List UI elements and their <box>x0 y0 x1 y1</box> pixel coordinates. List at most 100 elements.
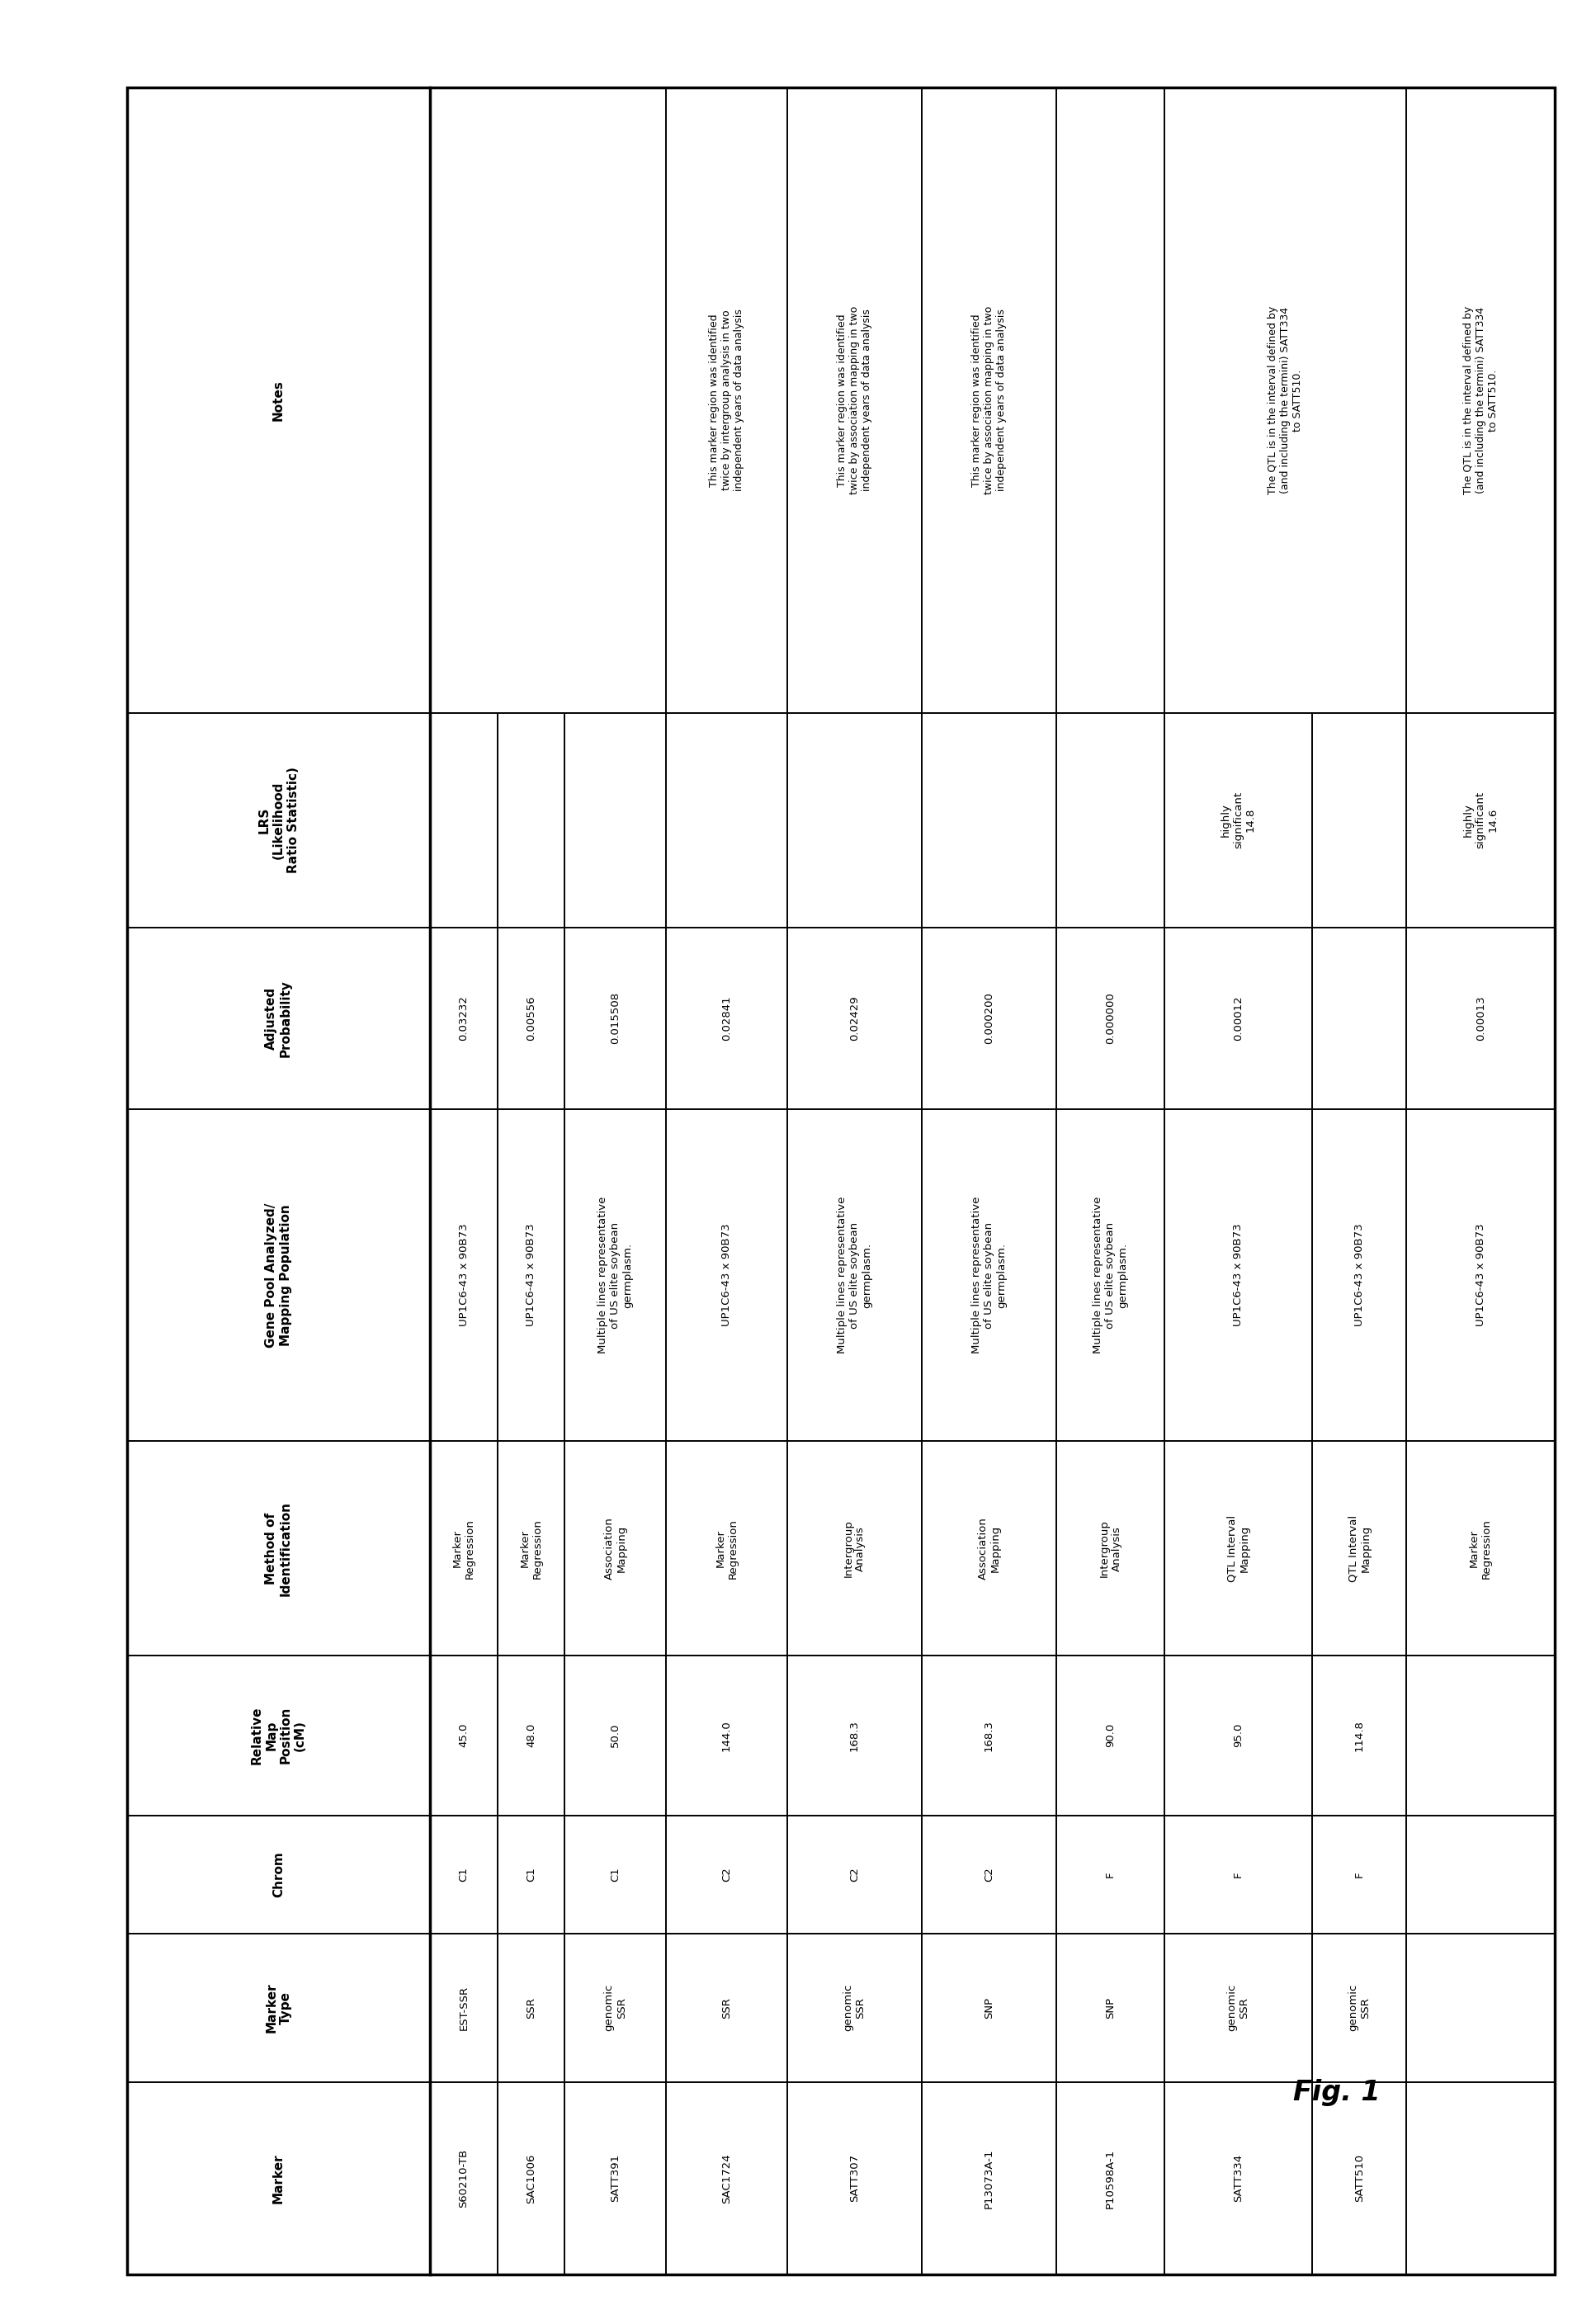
Text: SATT334: SATT334 <box>1232 2154 1243 2203</box>
Text: QTL Interval
Mapping: QTL Interval Mapping <box>1227 1515 1250 1583</box>
Bar <box>431 1815 498 1934</box>
Bar <box>922 88 1057 713</box>
Text: 168.3: 168.3 <box>849 1720 860 1750</box>
Bar <box>498 927 565 1109</box>
Text: Chrom: Chrom <box>273 1852 284 1896</box>
Text: C2: C2 <box>721 1866 733 1882</box>
Bar <box>787 713 922 927</box>
Text: Adjusted
Probability: Adjusted Probability <box>265 978 292 1057</box>
Text: highly
significant
14.6: highly significant 14.6 <box>1464 792 1499 848</box>
Text: SAC1006: SAC1006 <box>525 2154 536 2203</box>
Text: Multiple lines representative
of US elite soybean
germplasm.: Multiple lines representative of US elit… <box>972 1197 1007 1353</box>
Text: F: F <box>1104 1871 1116 1878</box>
Bar <box>666 88 787 713</box>
Bar <box>1406 1441 1555 1655</box>
Text: UP1C6-43 x 90B73: UP1C6-43 x 90B73 <box>721 1225 733 1327</box>
Text: Multiple lines representative
of US elite soybean
germplasm.: Multiple lines representative of US elit… <box>836 1197 871 1353</box>
Text: This marker region was identified
twice by association mapping in two
independen: This marker region was identified twice … <box>972 307 1007 495</box>
Text: This marker region was identified
twice by intergroup analysis in two
independen: This marker region was identified twice … <box>709 309 744 490</box>
Bar <box>1163 2082 1312 2275</box>
Bar <box>431 1441 498 1655</box>
Bar <box>1406 2082 1555 2275</box>
Text: 50.0: 50.0 <box>610 1724 621 1748</box>
Bar <box>1163 1109 1312 1441</box>
Text: Intergroup
Analysis: Intergroup Analysis <box>843 1520 867 1578</box>
Bar <box>565 1655 666 1815</box>
Text: Marker
Regression: Marker Regression <box>715 1518 737 1578</box>
Text: SNP: SNP <box>1104 1996 1116 2020</box>
Bar <box>128 927 431 1109</box>
Bar <box>128 1934 431 2082</box>
Bar <box>1057 1934 1163 2082</box>
Bar <box>1312 713 1406 927</box>
Bar <box>787 1934 922 2082</box>
Text: C2: C2 <box>983 1866 994 1882</box>
Bar <box>498 1655 565 1815</box>
Text: EST-SSR: EST-SSR <box>458 1985 469 2029</box>
Text: Marker
Type: Marker Type <box>265 1982 292 2034</box>
Text: Multiple lines representative
of US elite soybean
germplasm.: Multiple lines representative of US elit… <box>1093 1197 1128 1353</box>
Text: F: F <box>1232 1871 1243 1878</box>
Bar <box>498 713 565 927</box>
Text: F: F <box>1353 1871 1365 1878</box>
Text: P10598A-1: P10598A-1 <box>1104 2147 1116 2208</box>
Bar <box>787 2082 922 2275</box>
Bar <box>1406 1109 1555 1441</box>
Text: Gene Pool Analyzed/
Mapping Population: Gene Pool Analyzed/ Mapping Population <box>265 1202 292 1348</box>
Text: highly
significant
14.8: highly significant 14.8 <box>1221 792 1256 848</box>
Bar <box>431 927 498 1109</box>
Bar <box>787 927 922 1109</box>
Text: P13073A-1: P13073A-1 <box>983 2147 994 2208</box>
Bar <box>128 1441 431 1655</box>
Text: 0.015508: 0.015508 <box>610 992 621 1043</box>
Text: UP1C6-43 x 90B73: UP1C6-43 x 90B73 <box>458 1225 469 1327</box>
Bar <box>1057 1655 1163 1815</box>
Text: 0.02841: 0.02841 <box>721 995 733 1041</box>
Bar <box>1312 2082 1406 2275</box>
Bar <box>922 927 1057 1109</box>
Bar <box>431 713 498 927</box>
Bar <box>787 1655 922 1815</box>
Bar <box>787 88 922 713</box>
Text: This marker region was identified
twice by association mapping in two
independen: This marker region was identified twice … <box>836 307 871 495</box>
Text: 95.0: 95.0 <box>1232 1724 1243 1748</box>
Text: LRS
(Likelihood
Ratio Statistic): LRS (Likelihood Ratio Statistic) <box>259 767 298 874</box>
Bar <box>565 1109 666 1441</box>
Text: genomic
SSR: genomic SSR <box>1349 1985 1371 2031</box>
Bar <box>787 1441 922 1655</box>
Bar <box>498 1934 565 2082</box>
Bar <box>666 927 787 1109</box>
Text: UP1C6-43 x 90B73: UP1C6-43 x 90B73 <box>525 1225 536 1327</box>
Bar <box>922 1441 1057 1655</box>
Text: 0.03232: 0.03232 <box>458 995 469 1041</box>
Bar <box>431 2082 498 2275</box>
Text: C1: C1 <box>610 1866 621 1882</box>
Text: Marker
Regression: Marker Regression <box>1468 1518 1492 1578</box>
Text: genomic
SSR: genomic SSR <box>603 1985 627 2031</box>
Bar <box>565 1441 666 1655</box>
Text: Association
Mapping: Association Mapping <box>603 1518 627 1580</box>
Bar <box>498 1441 565 1655</box>
Text: 45.0: 45.0 <box>458 1724 469 1748</box>
Text: Intergroup
Analysis: Intergroup Analysis <box>1098 1520 1122 1578</box>
Bar <box>1057 927 1163 1109</box>
Text: 144.0: 144.0 <box>721 1720 733 1750</box>
Text: genomic
SSR: genomic SSR <box>1227 1985 1250 2031</box>
Text: 90.0: 90.0 <box>1104 1724 1116 1748</box>
Bar <box>922 1815 1057 1934</box>
Bar <box>1057 88 1163 713</box>
Bar <box>498 2082 565 2275</box>
Bar <box>1163 927 1312 1109</box>
Bar <box>431 1934 498 2082</box>
Bar <box>787 1109 922 1441</box>
Bar <box>666 1934 787 2082</box>
Bar <box>1057 2082 1163 2275</box>
Bar <box>1312 1815 1406 1934</box>
Bar <box>1057 1441 1163 1655</box>
Text: UP1C6-43 x 90B73: UP1C6-43 x 90B73 <box>1353 1225 1365 1327</box>
Text: 0.000000: 0.000000 <box>1104 992 1116 1043</box>
Text: 0.000200: 0.000200 <box>983 992 994 1043</box>
Text: Notes: Notes <box>273 379 284 421</box>
Bar <box>431 1109 498 1441</box>
Text: UP1C6-43 x 90B73: UP1C6-43 x 90B73 <box>1232 1225 1243 1327</box>
